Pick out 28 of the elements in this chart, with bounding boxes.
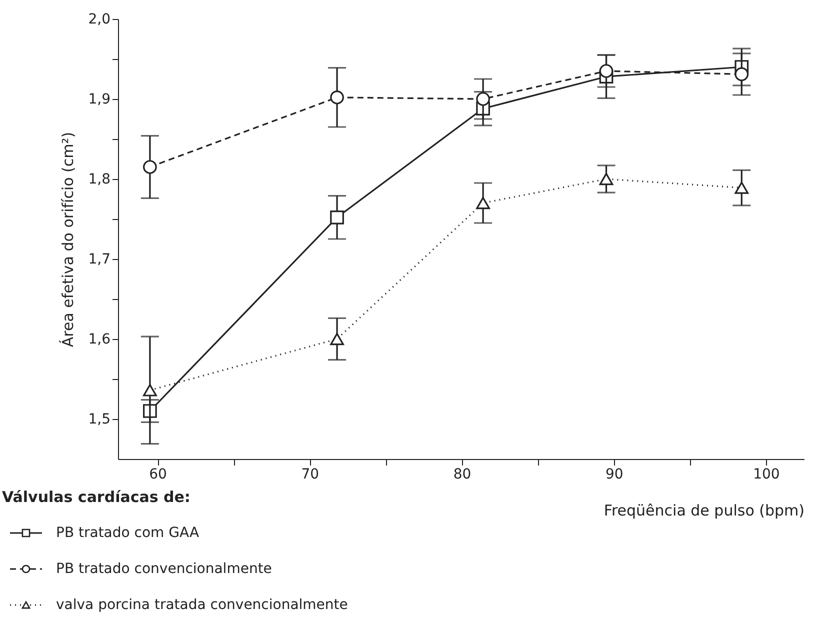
legend-label: PB tratado com GAA [56, 525, 200, 541]
point [330, 210, 344, 224]
point [599, 172, 614, 186]
y-tick-label: 1,8 [88, 172, 110, 188]
point [330, 90, 344, 104]
y-tick-label: 2,0 [88, 12, 110, 28]
point [330, 332, 344, 346]
x-tick-label: 90 [605, 466, 624, 482]
x-tick-label: 80 [453, 466, 472, 482]
x-axis-title: Freqüência de pulso (bpm) [604, 502, 804, 520]
point [734, 67, 749, 82]
x-tick-label: 70 [301, 466, 320, 482]
legend-label: PB tratado convencionalmente [56, 561, 272, 577]
point [143, 384, 157, 396]
y-tick-label: 1,7 [88, 252, 110, 268]
legend-title: Válvulas cardíacas de: [2, 488, 190, 506]
x-tick-label: 100 [753, 466, 780, 482]
point [599, 64, 614, 78]
y-axis-title: Área efetiva do orifício (cm²) [59, 132, 78, 348]
y-tick-label: 1,6 [88, 332, 111, 348]
x-tick-label: 60 [149, 466, 167, 482]
legend-label: valva porcina tratada convencionalmente [56, 597, 348, 613]
y-tick-label: 1,9 [88, 92, 110, 108]
point [143, 160, 157, 174]
point [476, 92, 490, 106]
point [476, 196, 490, 210]
y-tick-label: 1,5 [88, 412, 110, 428]
point [734, 182, 749, 194]
